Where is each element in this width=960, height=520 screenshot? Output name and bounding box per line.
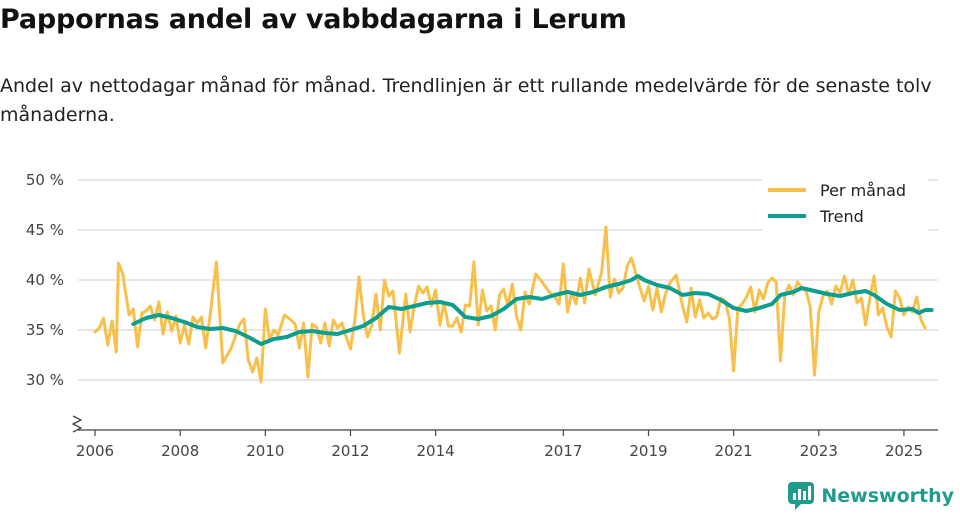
newsworthy-logo-icon (788, 482, 815, 510)
line-chart: 30 % 35 % 40 % 45 % 50 % 2006 2008 2010 2012 201… (26, 171, 938, 460)
y-tick-label: 35 % (26, 321, 64, 339)
legend-background (762, 174, 928, 232)
x-tick-label: 2014 (417, 442, 455, 460)
x-tick-label: 2017 (544, 442, 582, 460)
x-tick-label: 2010 (246, 442, 284, 460)
x-tick-label: 2021 (715, 442, 753, 460)
y-tick-label: 45 % (26, 221, 64, 239)
chart-title: Pappornas andel av vabbdagarna i Lerum (0, 4, 627, 35)
axis-break-icon (71, 415, 83, 433)
x-tick-label: 2012 (331, 442, 369, 460)
legend-label-per-month: Per månad (820, 181, 906, 200)
series-lines (93, 225, 934, 384)
x-tick-label: 2025 (885, 442, 923, 460)
legend-label-trend: Trend (819, 207, 864, 226)
y-tick-label: 50 % (26, 171, 64, 189)
legend: Per månad Trend (762, 174, 928, 232)
brand-name: Newsworthy (821, 485, 954, 507)
series-line-trend (131, 274, 934, 346)
y-tick-label: 30 % (26, 371, 64, 389)
x-axis: 2006 2008 2010 2012 2014 2017 2019 2021 2023 2025 (71, 415, 938, 460)
x-tick-label: 2008 (161, 442, 199, 460)
newsworthy-brand: Newsworthy (787, 480, 954, 512)
x-tick-label: 2023 (800, 442, 838, 460)
y-axis-ticks: 30 % 35 % 40 % 45 % 50 % (26, 171, 64, 389)
x-tick-label: 2019 (629, 442, 667, 460)
y-tick-label: 40 % (26, 271, 64, 289)
chart-subtitle: Andel av nettodagar månad för månad. Tre… (0, 75, 932, 126)
x-tick-label: 2006 (76, 442, 114, 460)
